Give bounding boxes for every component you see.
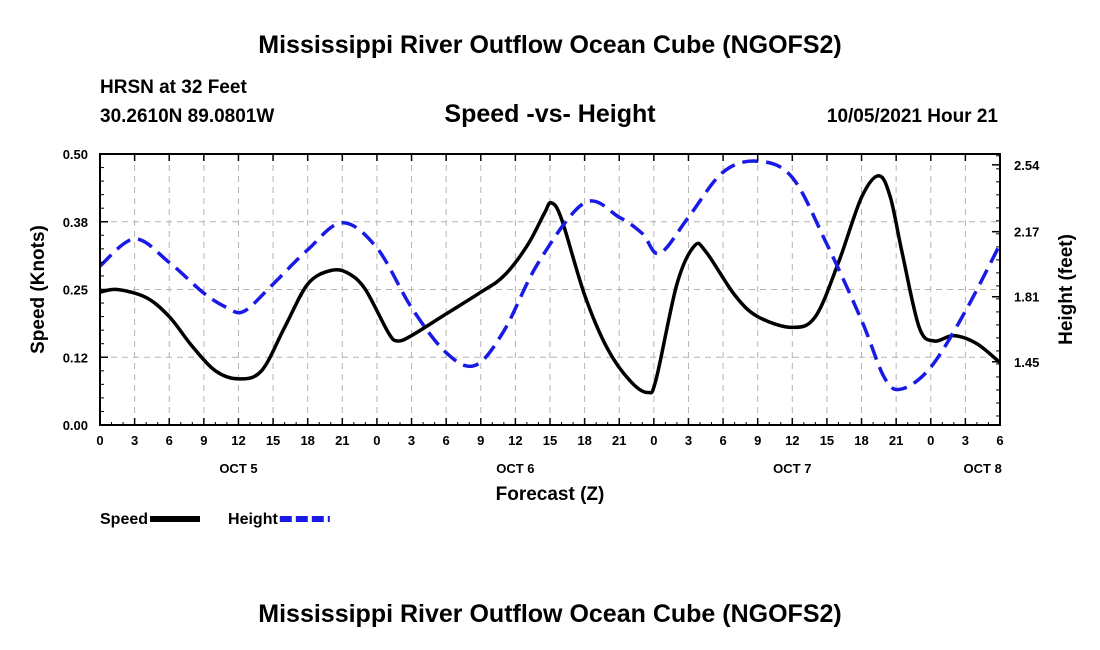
day-label: OCT 7 — [773, 461, 811, 476]
x-tick-label: 21 — [889, 433, 903, 448]
x-tick-label: 21 — [612, 433, 626, 448]
y2-tick-label: 2.54 — [1014, 158, 1040, 173]
y2-tick-label: 1.81 — [1014, 290, 1039, 305]
x-tick-label: 6 — [719, 433, 726, 448]
y2-axis-title: Height (feet) — [1056, 234, 1077, 345]
x-tick-label: 9 — [200, 433, 207, 448]
x-axis-title: Forecast (Z) — [496, 484, 605, 505]
y-tick-label: 0.38 — [63, 215, 88, 230]
x-tick-label: 15 — [820, 433, 834, 448]
y-tick-label: 0.50 — [63, 147, 88, 162]
x-tick-label: 3 — [408, 433, 415, 448]
x-tick-label: 12 — [785, 433, 799, 448]
x-tick-label: 3 — [962, 433, 969, 448]
x-tick-label: 9 — [754, 433, 761, 448]
y-tick-label: 0.00 — [63, 418, 88, 433]
x-tick-label: 15 — [543, 433, 557, 448]
series-line-height — [98, 159, 1002, 392]
x-tick-label: 3 — [685, 433, 692, 448]
x-tick-label: 12 — [231, 433, 245, 448]
x-tick-label: 15 — [266, 433, 280, 448]
legend-label-height: Height — [228, 511, 278, 528]
x-tick-label: 0 — [650, 433, 657, 448]
x-tick-label: 18 — [854, 433, 868, 448]
y2-tick-label: 1.45 — [1014, 355, 1039, 370]
x-tick-label: 18 — [577, 433, 591, 448]
y-axis-title: Speed (Knots) — [28, 225, 49, 354]
day-label: OCT 8 — [964, 461, 1002, 476]
station-coordinates: 30.2610N 89.0801W — [100, 106, 275, 127]
x-tick-label: 12 — [508, 433, 522, 448]
y2-tick-label: 2.17 — [1014, 225, 1039, 240]
page-title: Mississippi River Outflow Ocean Cube (NG… — [258, 31, 842, 59]
series-line-speed — [99, 173, 1002, 395]
grid-layer — [100, 154, 1000, 425]
legend: Speed Height — [100, 511, 330, 528]
tick-layer: 0 3 6 9 12 15 18 21 0 3 6 9 12 15 18 21 0 3 6 9 12 15 18 21 0 3 6 0… — [63, 147, 1040, 476]
chart-subtitle: Speed -vs- Height — [444, 100, 656, 128]
speed-height-chart: 0 3 6 9 12 15 18 21 0 3 6 9 12 15 18 21 0 3 6 9 12 15 18 21 0 3 6 0… — [28, 147, 1077, 528]
station-label: HRSN at 32 Feet — [100, 77, 247, 98]
forecast-datestamp: 10/05/2021 Hour 21 — [826, 106, 998, 127]
x-tick-label: 9 — [477, 433, 484, 448]
day-label: OCT 6 — [496, 461, 534, 476]
footer-title: Mississippi River Outflow Ocean Cube (NG… — [258, 600, 842, 628]
x-tick-label: 6 — [996, 433, 1003, 448]
legend-label-speed: Speed — [100, 511, 148, 528]
y-tick-label: 0.12 — [63, 350, 88, 365]
x-tick-label: 6 — [443, 433, 450, 448]
x-tick-label: 18 — [300, 433, 314, 448]
x-tick-label: 0 — [927, 433, 934, 448]
x-tick-label: 0 — [373, 433, 380, 448]
x-tick-label: 6 — [166, 433, 173, 448]
series-layer — [98, 159, 1002, 395]
x-tick-label: 21 — [335, 433, 349, 448]
x-tick-label: 3 — [131, 433, 138, 448]
y-tick-label: 0.25 — [63, 283, 88, 298]
day-label: OCT 5 — [219, 461, 257, 476]
x-tick-label: 0 — [96, 433, 103, 448]
